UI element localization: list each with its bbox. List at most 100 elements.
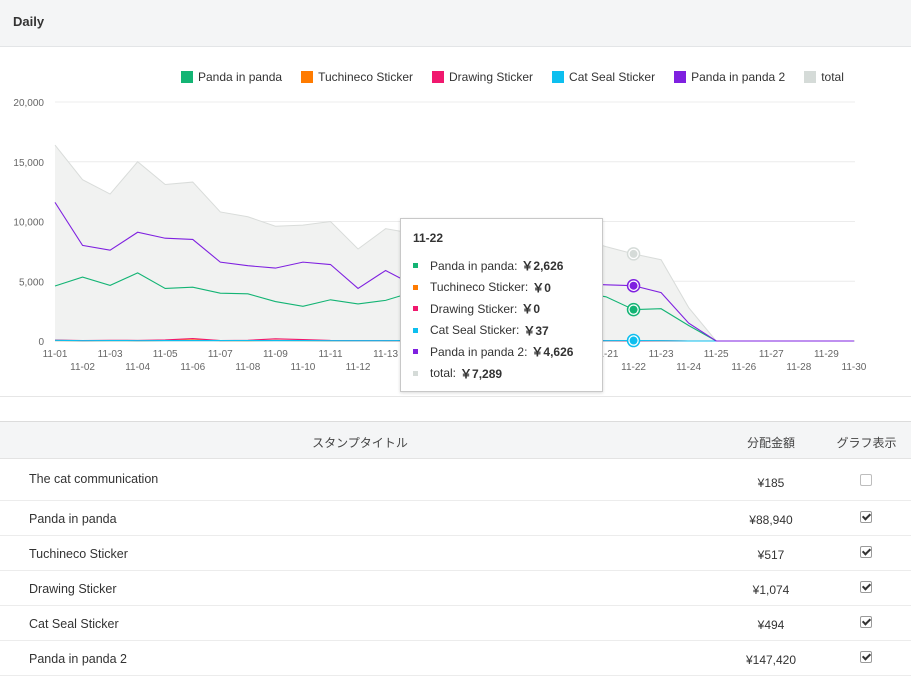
y-tick-label: 15,000 bbox=[13, 158, 44, 169]
tooltip-label: Drawing Sticker: bbox=[430, 301, 518, 316]
legend-swatch bbox=[301, 71, 314, 83]
legend-item[interactable]: Drawing Sticker bbox=[432, 70, 533, 84]
legend-item[interactable]: total bbox=[804, 70, 844, 84]
tooltip-row: Tuchineco Sticker: ￥0 bbox=[413, 279, 551, 296]
x-tick-label: 11-07 bbox=[208, 349, 233, 360]
legend-swatch bbox=[181, 71, 193, 83]
sticker-title: Drawing Sticker bbox=[29, 582, 117, 596]
chart-legend: Panda in panda Tuchineco Sticker Drawing S… bbox=[181, 70, 844, 84]
hover-marker-dot bbox=[629, 305, 638, 314]
chart-area: 0 5,000 10,000 15,000 20,000 11-01 11-02 11-03 1… bbox=[0, 48, 911, 397]
x-tick-label: 11-28 bbox=[786, 362, 811, 373]
sticker-amount: ¥1,074 bbox=[752, 583, 790, 597]
graph-display-checkbox[interactable] bbox=[860, 474, 872, 486]
tooltip-label: Tuchineco Sticker: bbox=[430, 280, 529, 294]
legend-label: total bbox=[821, 70, 844, 84]
legend-item[interactable]: Panda in panda 2 bbox=[674, 70, 785, 84]
y-tick-label: 10,000 bbox=[13, 218, 44, 229]
legend-swatch bbox=[804, 71, 817, 83]
tooltip-swatch bbox=[413, 284, 418, 290]
x-tick-label: 11-21 bbox=[594, 349, 619, 360]
x-tick-label: 11-01 bbox=[43, 349, 68, 360]
sticker-title: Cat Seal Sticker bbox=[29, 617, 119, 631]
sticker-amount: ¥147,420 bbox=[745, 653, 797, 667]
table-row: Panda in panda ¥88,940 bbox=[0, 501, 911, 536]
graph-display-checkbox[interactable] bbox=[860, 651, 872, 663]
x-tick-label: 11-30 bbox=[842, 362, 867, 373]
tooltip-label: total: bbox=[430, 366, 457, 380]
legend-label: Panda in panda bbox=[198, 70, 283, 84]
header-amount: 分配金額 bbox=[746, 436, 795, 450]
legend-label: Panda in panda 2 bbox=[691, 70, 786, 84]
tooltip-value: ￥0 bbox=[521, 302, 541, 316]
x-tick-label: 11-22 bbox=[621, 362, 646, 373]
sticker-amount: ¥88,940 bbox=[749, 513, 793, 527]
x-tick-label: 11-09 bbox=[263, 349, 288, 360]
y-tick-label: 0 bbox=[38, 337, 44, 348]
x-tick-label: 11-05 bbox=[153, 349, 178, 360]
x-tick-label: 11-02 bbox=[70, 362, 95, 373]
legend-label: Drawing Sticker bbox=[449, 70, 534, 84]
sticker-title: The cat communication bbox=[29, 472, 159, 486]
sticker-amount: ¥494 bbox=[757, 618, 785, 632]
tooltip-value: ￥0 bbox=[532, 280, 551, 295]
hover-marker-dot bbox=[629, 336, 638, 345]
x-tick-label: 11-03 bbox=[98, 349, 123, 360]
tooltip-label: Panda in panda: bbox=[430, 258, 518, 273]
legend-label: Cat Seal Sticker bbox=[569, 70, 656, 84]
tooltip-label: Panda in panda 2: bbox=[430, 344, 528, 359]
tooltip-label: Cat Seal Sticker: bbox=[430, 323, 520, 337]
legend-item[interactable]: Panda in panda bbox=[181, 70, 282, 84]
tooltip-swatch bbox=[413, 370, 418, 376]
table-row: Cat Seal Sticker ¥494 bbox=[0, 606, 911, 641]
sticker-title: Panda in panda 2 bbox=[29, 652, 128, 666]
legend-item[interactable]: Tuchineco Sticker bbox=[301, 70, 413, 84]
graph-display-checkbox[interactable] bbox=[860, 511, 872, 523]
section-title: Daily bbox=[13, 14, 45, 29]
x-tick-label: 11-13 bbox=[373, 349, 398, 360]
hover-marker-dot bbox=[629, 281, 638, 290]
table-header: スタンプタイトル 分配金額 グラフ表示 bbox=[0, 421, 911, 459]
tooltip-row: total: ￥7,289 bbox=[413, 365, 502, 382]
legend-swatch bbox=[552, 71, 565, 83]
x-tick-label: 11-06 bbox=[180, 362, 205, 373]
legend-item[interactable]: Cat Seal Sticker bbox=[552, 70, 655, 84]
y-tick-label: 20,000 bbox=[13, 98, 44, 109]
tooltip-swatch bbox=[413, 327, 418, 333]
sticker-table: スタンプタイトル 分配金額 グラフ表示 The cat communicatio… bbox=[0, 421, 911, 676]
x-tick-label: 11-26 bbox=[731, 362, 756, 373]
graph-display-checkbox[interactable] bbox=[860, 581, 872, 593]
x-tick-label: 11-04 bbox=[125, 362, 150, 373]
graph-display-checkbox[interactable] bbox=[860, 616, 872, 628]
tooltip-title: 11-22 bbox=[413, 231, 444, 245]
x-tick-label: 11-27 bbox=[759, 349, 784, 360]
sticker-title: Tuchineco Sticker bbox=[29, 547, 128, 561]
x-tick-label: 11-12 bbox=[346, 362, 371, 373]
sticker-amount: ¥185 bbox=[757, 476, 785, 490]
chart-tooltip: 11-22 Panda in panda: ￥2,626 Tuchineco Sti… bbox=[400, 218, 603, 392]
graph-display-checkbox[interactable] bbox=[860, 546, 872, 558]
tooltip-row: Drawing Sticker: ￥0 bbox=[413, 300, 540, 317]
header-sticker-title: スタンプタイトル bbox=[312, 436, 408, 450]
tooltip-value: ￥4,626 bbox=[531, 345, 574, 359]
tooltip-value: ￥7,289 bbox=[460, 366, 503, 381]
x-tick-label: 11-11 bbox=[318, 349, 343, 360]
tooltip-row: Panda in panda: ￥2,626 bbox=[413, 257, 563, 274]
x-tick-label: 11-10 bbox=[291, 362, 316, 373]
legend-swatch bbox=[674, 71, 687, 83]
table-row: Tuchineco Sticker ¥517 bbox=[0, 536, 911, 571]
y-tick-label: 5,000 bbox=[19, 277, 44, 288]
tooltip-row: Panda in panda 2: ￥4,626 bbox=[413, 343, 573, 360]
tooltip-swatch bbox=[413, 263, 418, 268]
header-graph-display: グラフ表示 bbox=[836, 436, 897, 450]
sticker-amount: ¥517 bbox=[757, 548, 785, 562]
table-row: Panda in panda 2 ¥147,420 bbox=[0, 641, 911, 676]
section-header: Daily bbox=[0, 0, 911, 47]
tooltip-swatch bbox=[413, 306, 418, 311]
x-tick-label: 11-23 bbox=[649, 349, 674, 360]
x-tick-label: 11-08 bbox=[235, 362, 260, 373]
x-tick-label: 11-29 bbox=[814, 349, 839, 360]
hover-marker-dot bbox=[629, 249, 638, 258]
x-tick-label: 11-24 bbox=[676, 362, 701, 373]
table-row: Drawing Sticker ¥1,074 bbox=[0, 571, 911, 606]
